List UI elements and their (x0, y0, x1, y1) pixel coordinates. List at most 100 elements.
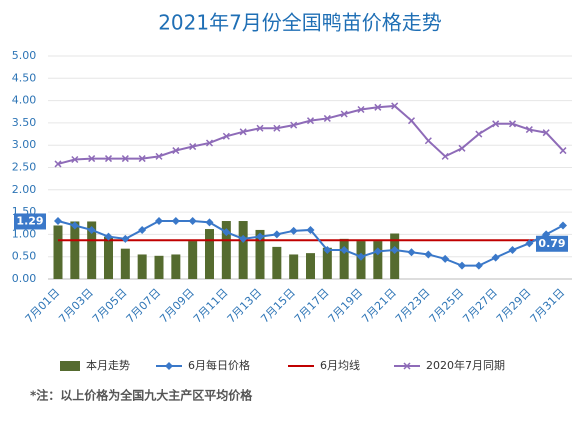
annotation-label: 0.79 (538, 237, 565, 250)
marker (306, 225, 315, 234)
bar (322, 247, 332, 279)
marker (391, 102, 399, 110)
marker (559, 147, 567, 155)
legend-label: 2020年7月同期 (426, 358, 505, 372)
legend-item: 6月均线 (288, 358, 360, 372)
legend-item: 6月每日价格 (156, 358, 250, 372)
annotation-box (536, 235, 568, 252)
marker (121, 234, 130, 243)
bar (171, 254, 181, 279)
marker (138, 225, 147, 234)
marker (458, 144, 466, 152)
bar (339, 238, 349, 279)
marker (205, 218, 214, 227)
y-tick-label: 3.00 (12, 138, 37, 151)
y-tick-label: 2.00 (12, 183, 37, 196)
annotation-box (14, 213, 46, 230)
marker (508, 246, 517, 255)
bar (53, 225, 63, 279)
marker (492, 120, 500, 128)
chart-title: 2021年7月份全国鸭苗价格走势 (158, 11, 442, 35)
marker (390, 246, 399, 255)
marker (357, 105, 365, 114)
marker (441, 254, 450, 263)
marker (188, 217, 197, 226)
marker (508, 120, 517, 128)
bar (120, 248, 130, 279)
bar (188, 241, 198, 279)
bar (221, 221, 231, 279)
marker (138, 155, 146, 163)
marker (306, 117, 315, 125)
marker (205, 139, 214, 147)
marker (88, 155, 96, 163)
marker (71, 155, 79, 164)
bar (205, 229, 214, 279)
bar (238, 221, 248, 279)
legend-item: 本月走势 (60, 358, 130, 372)
marker (222, 228, 231, 237)
marker (222, 132, 230, 140)
marker (491, 253, 500, 262)
bar (104, 236, 113, 279)
marker (70, 221, 79, 230)
bar (390, 233, 400, 279)
marker (54, 217, 62, 226)
marker (272, 230, 281, 239)
marker (290, 121, 298, 129)
y-tick-label: 4.00 (12, 94, 37, 107)
marker (155, 152, 163, 160)
marker (441, 152, 449, 160)
y-tick-label: 4.50 (12, 71, 37, 84)
y-tick-label: 3.50 (12, 116, 37, 129)
bar (137, 254, 147, 279)
marker (340, 246, 349, 255)
marker (407, 117, 416, 125)
bar (272, 246, 282, 279)
legend-label: 6月每日价格 (188, 358, 250, 372)
y-tick-label: 0.00 (12, 272, 37, 285)
marker (104, 155, 113, 163)
legend-swatch (60, 361, 80, 371)
bar (70, 221, 80, 279)
marker (474, 261, 483, 270)
marker (525, 239, 534, 248)
marker (542, 129, 550, 137)
y-tick-label: 0.50 (12, 250, 37, 263)
legend-marker (165, 362, 173, 370)
y-tick-label: 5.00 (12, 49, 37, 62)
marker (289, 226, 298, 235)
bar (306, 253, 315, 279)
marker (475, 130, 483, 138)
y-tick-label: 1.00 (12, 227, 37, 240)
marker (239, 128, 247, 136)
marker (121, 155, 129, 163)
marker (54, 160, 62, 168)
marker (458, 261, 466, 270)
marker (239, 234, 248, 243)
legend-item: 2020年7月同期 (394, 358, 505, 372)
legend-marker (403, 362, 411, 370)
y-tick-label: 2.50 (12, 161, 37, 174)
marker (525, 126, 533, 134)
marker (87, 225, 96, 234)
marker (155, 217, 163, 226)
marker (407, 248, 416, 257)
marker (189, 143, 197, 151)
marker (424, 250, 433, 259)
bar (373, 241, 383, 279)
marker (323, 246, 332, 255)
annotation-label: 1.29 (16, 214, 43, 227)
marker (172, 147, 180, 155)
bar (154, 255, 164, 279)
marker (340, 110, 348, 118)
marker (424, 137, 432, 145)
marker (374, 103, 382, 111)
marker (104, 232, 113, 241)
marker (323, 114, 331, 122)
bar (255, 229, 265, 279)
marker (273, 124, 281, 132)
bar (87, 221, 97, 279)
